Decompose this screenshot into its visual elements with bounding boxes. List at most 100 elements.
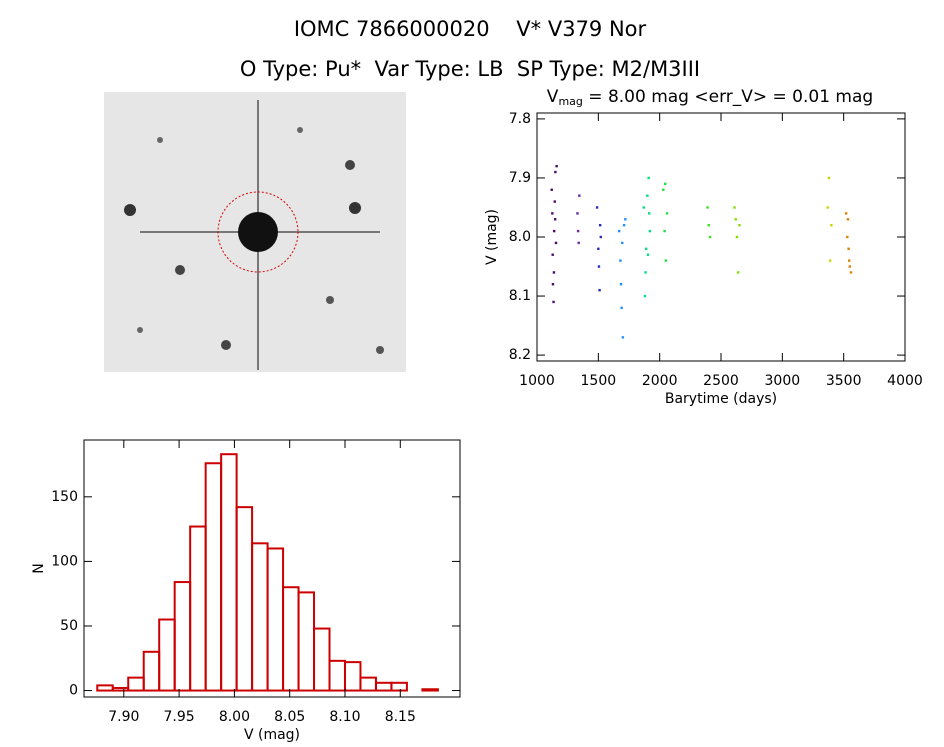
point — [828, 259, 832, 262]
x-tick-label: 3500 — [826, 373, 862, 389]
bar — [266, 547, 285, 692]
point — [555, 164, 558, 168]
point — [846, 218, 850, 221]
point — [553, 200, 556, 203]
lc-title-sub: mag — [558, 95, 582, 108]
x-tick-label: 4000 — [887, 373, 923, 389]
bar — [374, 681, 393, 692]
bar — [96, 684, 114, 692]
bar — [282, 586, 300, 692]
bar — [313, 627, 331, 692]
point — [554, 170, 557, 174]
target-star — [238, 212, 278, 252]
point — [619, 283, 623, 286]
point — [646, 253, 650, 256]
point — [621, 336, 625, 339]
point — [665, 212, 669, 215]
y-axis-label: V (mag) — [484, 209, 500, 265]
x-axis-label: V (mag) — [244, 727, 300, 743]
star — [326, 296, 334, 304]
bar — [204, 462, 223, 692]
bar — [297, 591, 316, 692]
point — [552, 229, 556, 233]
x-axis-label: Barytime (days) — [665, 391, 777, 407]
point — [648, 229, 652, 233]
aperture-circle — [217, 191, 299, 273]
y-tick-label: 0 — [69, 683, 78, 699]
point — [599, 235, 602, 239]
bar — [343, 661, 362, 692]
point — [844, 212, 848, 215]
bar — [328, 659, 346, 692]
point — [643, 294, 647, 298]
point — [620, 306, 623, 310]
x-tick-label: 8.00 — [219, 709, 250, 725]
star — [349, 202, 361, 214]
point — [706, 206, 709, 209]
star — [157, 137, 163, 143]
point — [646, 194, 649, 197]
point — [551, 212, 554, 215]
point — [826, 206, 829, 209]
point — [830, 223, 833, 227]
lc-title-v: V — [547, 87, 559, 107]
page-title: IOMC 7866000020 V* V379 Nor — [294, 17, 647, 41]
point — [644, 271, 647, 274]
point — [598, 288, 601, 292]
point — [554, 241, 558, 245]
star — [175, 265, 185, 275]
x-tick-label: 1000 — [519, 373, 555, 389]
point — [734, 218, 737, 221]
star — [137, 327, 143, 333]
x-tick-label: 1500 — [581, 373, 617, 389]
point — [847, 247, 850, 251]
bar — [111, 686, 130, 692]
star — [376, 346, 384, 354]
point — [622, 223, 626, 227]
y-tick-label: 150 — [51, 489, 78, 505]
point — [662, 188, 665, 191]
point — [621, 241, 624, 245]
point — [644, 247, 648, 251]
x-tick-label: 8.05 — [274, 709, 305, 725]
point — [595, 206, 599, 209]
point — [648, 212, 651, 215]
x-tick-label: 7.95 — [164, 709, 195, 725]
point — [849, 271, 853, 274]
x-tick-label: 2500 — [703, 373, 739, 389]
y-tick-label: 7.9 — [509, 170, 531, 186]
bar — [251, 542, 269, 692]
point — [624, 218, 627, 221]
star — [297, 127, 303, 133]
point — [663, 229, 666, 233]
x-tick-label: 8.10 — [329, 709, 360, 725]
lc-title-rest: = 8.00 mag <err_V> = 0.01 mag — [583, 87, 873, 107]
star — [345, 160, 355, 170]
plot-frame — [536, 112, 906, 362]
point — [827, 176, 831, 180]
bar — [421, 688, 439, 692]
point — [647, 176, 650, 180]
point — [598, 223, 602, 227]
star — [124, 204, 136, 216]
y-tick-label: 100 — [51, 553, 78, 569]
point — [576, 229, 580, 233]
star — [221, 340, 231, 350]
x-tick-label: 8.15 — [385, 709, 416, 725]
page-subtitle: O Type: Pu* Var Type: LB SP Type: M2/M3I… — [240, 57, 700, 81]
x-tick-label: 7.90 — [108, 709, 139, 725]
bar — [142, 650, 161, 692]
point — [733, 206, 736, 209]
bar — [173, 581, 192, 692]
bar — [359, 676, 377, 692]
point — [578, 194, 581, 197]
point — [847, 259, 851, 262]
point — [552, 300, 555, 304]
star-image — [104, 92, 406, 372]
x-tick-label: 2000 — [642, 373, 678, 389]
point — [597, 247, 600, 251]
point — [617, 229, 621, 233]
bar — [390, 681, 408, 692]
point — [551, 253, 554, 256]
